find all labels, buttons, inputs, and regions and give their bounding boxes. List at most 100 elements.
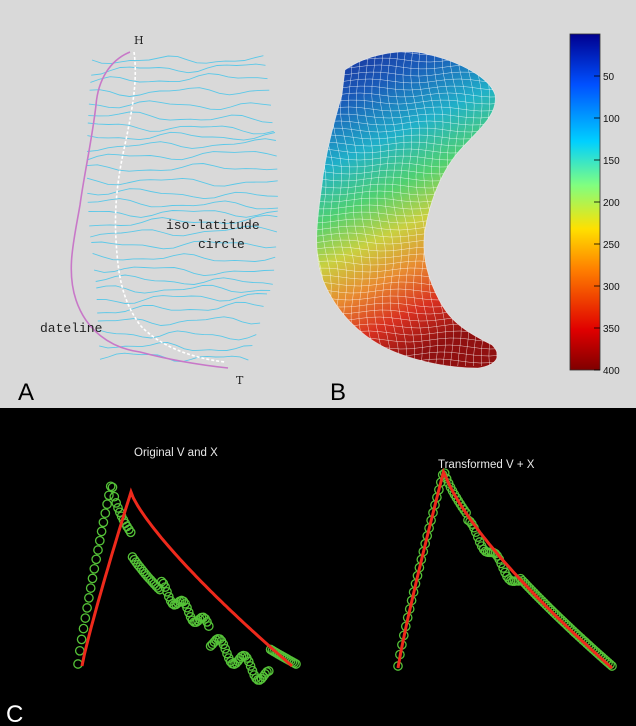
colorbar-ticks: 50 100 150 200 250 300 350 400 [594, 72, 620, 377]
colorbar-tick-label: 400 [603, 366, 620, 377]
series-v-marker [459, 505, 469, 515]
series-v-marker [211, 635, 221, 645]
series-v-marker [104, 490, 114, 501]
iso-latitude-curve [91, 240, 277, 250]
series-v-marker [85, 583, 96, 593]
head-label: H [134, 34, 144, 47]
iso-latitude-curve [93, 266, 275, 277]
series-v-marker [243, 656, 254, 667]
colorbar-tick-label: 350 [603, 324, 620, 335]
iso-latitude-label-line1: iso-latitude [166, 218, 260, 233]
iso-latitude-curve [89, 87, 270, 97]
panel-c: Original V and X Transformed V + X C [6, 447, 617, 726]
series-v-marker [220, 643, 231, 654]
series-v-marker [461, 507, 471, 518]
mesh-surface-outline [316, 51, 498, 369]
series-v-marker [78, 623, 89, 634]
series-v-marker [222, 648, 232, 659]
panel-a-mesh [86, 55, 279, 363]
series-v-marker [94, 535, 105, 546]
dateline-curve [70, 51, 229, 369]
iso-latitude-curve [98, 329, 257, 341]
mesh-grid-column [340, 51, 360, 367]
series-v-marker [91, 554, 102, 565]
iso-latitude-curve [87, 198, 279, 210]
series-v-marker [263, 666, 274, 676]
iso-latitude-curve [99, 352, 249, 363]
left-plot-title: Original V and X [134, 447, 218, 459]
mesh-grid-column [418, 51, 439, 367]
series-v-marker [160, 582, 171, 592]
series-v-marker [218, 639, 229, 650]
iso-latitude-curve [90, 225, 278, 238]
mesh-grid-column [371, 51, 392, 367]
series-v-marker [236, 651, 247, 662]
series-v-marker [93, 545, 103, 555]
panel-c-background [0, 408, 636, 726]
right-plot-title: Transformed V + X [438, 459, 535, 471]
mesh-grid-column [379, 51, 400, 366]
iso-latitude-curve [99, 341, 253, 352]
colorbar-tick-label: 100 [603, 114, 620, 125]
series-v-marker [182, 602, 192, 613]
iso-latitude-curve [87, 131, 276, 141]
centerline-curve [114, 51, 226, 363]
mesh-grid-column [410, 51, 431, 367]
iso-latitude-curve [90, 73, 268, 83]
series-v-marker [245, 661, 256, 671]
iso-latitude-curve [88, 111, 273, 124]
iso-latitude-curve [91, 63, 266, 76]
dateline-label: dateline [40, 321, 102, 336]
mesh-grid-column [363, 51, 384, 367]
iso-latitude-curve [91, 55, 264, 65]
iso-latitude-curve [96, 284, 271, 294]
iso-latitude-curve [97, 301, 264, 314]
series-v-marker [96, 526, 107, 537]
series-x-line [80, 487, 293, 668]
mesh-grid-column [402, 51, 423, 367]
left-plot [73, 481, 301, 685]
right-plot [393, 467, 617, 671]
iso-latitude-curve [95, 274, 273, 285]
iso-latitude-curve [89, 214, 278, 227]
iso-latitude-curve [86, 151, 277, 161]
panel-a: H T iso-latitude circle dateline A [18, 34, 279, 406]
colorbar-tick-label: 50 [603, 72, 615, 83]
colorbar-tick-label: 200 [603, 198, 620, 209]
series-v-marker [109, 491, 120, 502]
series-x-line [396, 467, 613, 670]
series-v-marker [183, 607, 194, 618]
mesh-grid-column [348, 51, 368, 367]
panel-c-letter: C [6, 701, 23, 726]
series-v-marker [498, 563, 508, 573]
series-v-marker [125, 527, 136, 538]
mesh-grid-column [395, 51, 415, 367]
panel-b-letter: B [330, 379, 346, 406]
colorbar-tick-label: 250 [603, 240, 620, 251]
series-v-marker [87, 573, 98, 584]
iso-latitude-curve [86, 163, 278, 172]
series-v-marker [105, 481, 116, 492]
mesh-grid-column [387, 51, 407, 367]
iso-latitude-curve [88, 100, 272, 111]
series-v-marker [111, 498, 122, 508]
iso-latitude-curve [88, 210, 278, 218]
series-v-marker [100, 508, 111, 519]
series-v-marker [98, 517, 109, 528]
tail-label: T [236, 374, 244, 387]
mesh-grid-row [316, 127, 498, 133]
series-v-marker [102, 499, 112, 510]
colorbar-tick-label: 300 [603, 282, 620, 293]
series-v-marker [84, 593, 94, 603]
series-v-marker [82, 603, 92, 613]
series-v-marker [113, 503, 123, 513]
iso-latitude-label-line2: circle [198, 237, 245, 252]
iso-latitude-curve [87, 188, 278, 200]
panel-a-letter: A [18, 379, 34, 406]
iso-latitude-curve [96, 293, 268, 304]
series-v-marker [89, 563, 100, 574]
series-v-marker [107, 482, 118, 493]
iso-latitude-curve [86, 177, 278, 187]
mesh-grid-column [356, 51, 376, 367]
